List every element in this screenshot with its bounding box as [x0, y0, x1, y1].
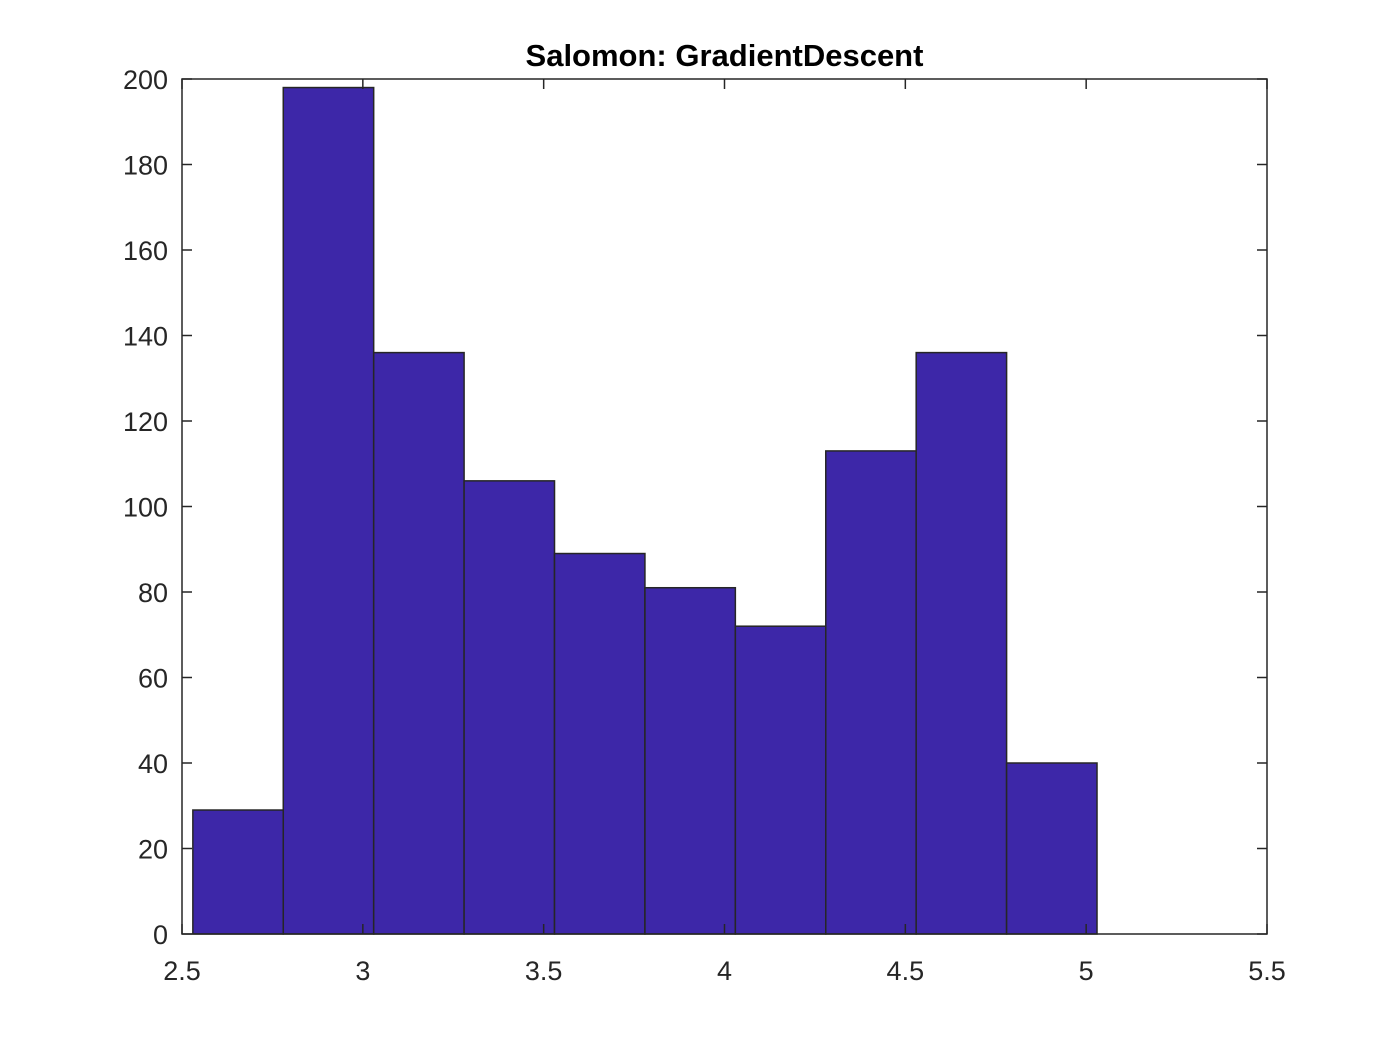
histogram-bar	[1005, 762, 1098, 935]
y-tick-label: 180	[123, 151, 168, 181]
histogram-bar	[372, 351, 465, 935]
x-tick-label: 5.5	[1248, 956, 1286, 986]
y-tick-label: 0	[153, 920, 168, 950]
y-tick-label: 120	[123, 407, 168, 437]
y-tick-label: 200	[123, 65, 168, 95]
y-tick-label: 60	[138, 664, 168, 694]
y-tick-label: 20	[138, 835, 168, 865]
axes-group: 2.5 3 3.5 4 4.5 5 5.5 0 20 40 60 80 100 120 140 160 180 2…	[123, 65, 1286, 986]
y-tick-label: 160	[123, 236, 168, 266]
bars-group	[192, 86, 1098, 935]
y-tick-label: 80	[138, 578, 168, 608]
x-tick-label: 3.5	[525, 956, 563, 986]
y-tick-label: 100	[123, 493, 168, 523]
histogram-bar	[734, 625, 827, 935]
y-tick-label: 140	[123, 322, 168, 352]
x-tick-label: 4	[717, 956, 732, 986]
x-tick-label: 2.5	[163, 956, 201, 986]
x-tick-label: 4.5	[887, 956, 925, 986]
histogram-bar	[282, 86, 375, 935]
histogram-bar	[915, 351, 1008, 935]
histogram-bar	[192, 809, 285, 935]
chart-title: Salomon: GradientDescent	[526, 38, 924, 73]
y-tick-label: 40	[138, 749, 168, 779]
histogram-bar	[463, 480, 556, 935]
histogram-bar	[825, 450, 917, 935]
histogram-bar	[644, 586, 737, 935]
x-tick-label: 5	[1079, 956, 1094, 986]
x-tick-label: 3	[355, 956, 370, 986]
histogram-bar	[553, 552, 646, 935]
